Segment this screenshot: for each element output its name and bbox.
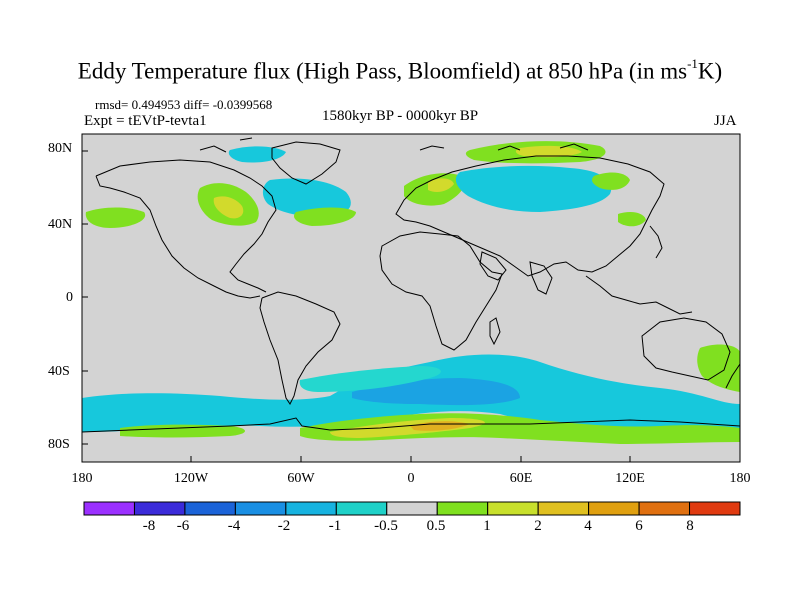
colorbar-label: -1 [328,518,342,534]
anomaly-region-north-pacific-green [85,207,146,228]
lon-tick-180w: 180 [71,471,93,486]
colorbar-swatch [335,501,388,516]
coastline-greenland [271,141,341,185]
colorbar-swatch [537,501,590,516]
lat-tick-40n: 40N [48,217,73,232]
colorbar-label: 6 [635,518,643,534]
colorbar-swatch [588,501,640,516]
anomaly-region-siberia-cyan [455,165,612,212]
coastline-eurasia [395,155,665,277]
axis-ticks [81,150,741,462]
experiment-label: Expt = tEVtP-tevta1 [84,113,207,129]
coastline-southeast-asia [585,225,693,315]
colorbar-swatch [386,501,438,516]
colorbar-label: -0.5 [374,518,398,534]
anomaly-region-north-atlantic-green [293,207,356,226]
anomaly-region-east-asia-green [618,212,646,227]
colorbar-swatch [638,501,691,516]
anomaly-region-atlantic-lightcyan [299,366,441,392]
coastline-arabia-india [479,251,553,295]
plot-title: Eddy Temperature flux (High Pass, Bloomf… [0,56,800,85]
colorbar-label: 1 [483,518,491,534]
colorbar [83,501,741,516]
anomaly-region-pacific-sector-green [120,424,245,438]
colorbar-swatch [133,501,186,516]
colorbar-label: 4 [584,518,592,534]
colorbar-swatch [689,501,741,516]
coastline-madagascar [489,317,501,346]
coastline-antarctica [82,417,740,433]
colorbar-swatch [487,501,539,516]
lon-tick-120e: 120E [615,471,645,486]
colorbar-swatch [285,501,337,516]
lon-tick-60e: 60E [509,471,533,486]
colorbar-swatch [83,501,135,516]
anomaly-region-north-atlantic-cyan [262,178,351,217]
season-label: JJA [714,113,737,129]
colorbar-swatch [234,501,287,516]
colorbar-label: 0.5 [426,518,446,534]
lon-tick-60w: 60W [287,471,315,486]
period-label: 1580kyr BP - 0000kyr BP [322,108,479,124]
lat-tick-80n: 80N [48,141,73,156]
coastline-north-america [95,159,277,299]
colorbar-label: 2 [534,518,542,534]
anomaly-region-arctic-yellow [515,145,582,158]
lon-tick-180e: 180 [729,471,751,486]
colorbar-label: -2 [277,518,291,534]
rmsd-diff-stats: rmsd= 0.494953 diff= -0.0399568 [95,97,273,112]
coastline-arctic-islands [199,137,589,153]
anomaly-region-central-asia-green [592,172,630,190]
plot-title-unit-exponent: -1 [687,56,698,71]
lon-tick-0: 0 [407,471,415,486]
coastline-australia [641,317,731,381]
plot-title-text: Eddy Temperature flux (High Pass, Bloomf… [77,58,688,84]
anomaly-region-europe-yellow [428,178,454,192]
coastline-south-america [259,291,341,405]
lat-tick-80s: 80S [48,437,70,452]
lat-tick-40s: 40S [48,364,70,379]
anomaly-region-north-america-yellow [213,196,244,219]
colorbar-label: -8 [142,518,156,534]
colorbar-label: -6 [176,518,190,534]
map-panel [82,134,740,462]
plot-title-unit-end: K) [697,58,723,84]
colorbar-label: 8 [686,518,694,534]
lat-tick-0: 0 [66,290,73,305]
coastline-new-zealand [725,363,740,389]
colorbar-swatch [436,501,489,516]
lon-tick-120w: 120W [173,471,209,486]
colorbar-swatch [184,501,236,516]
coastlines [82,137,740,433]
colorbar-label: -4 [227,518,241,534]
